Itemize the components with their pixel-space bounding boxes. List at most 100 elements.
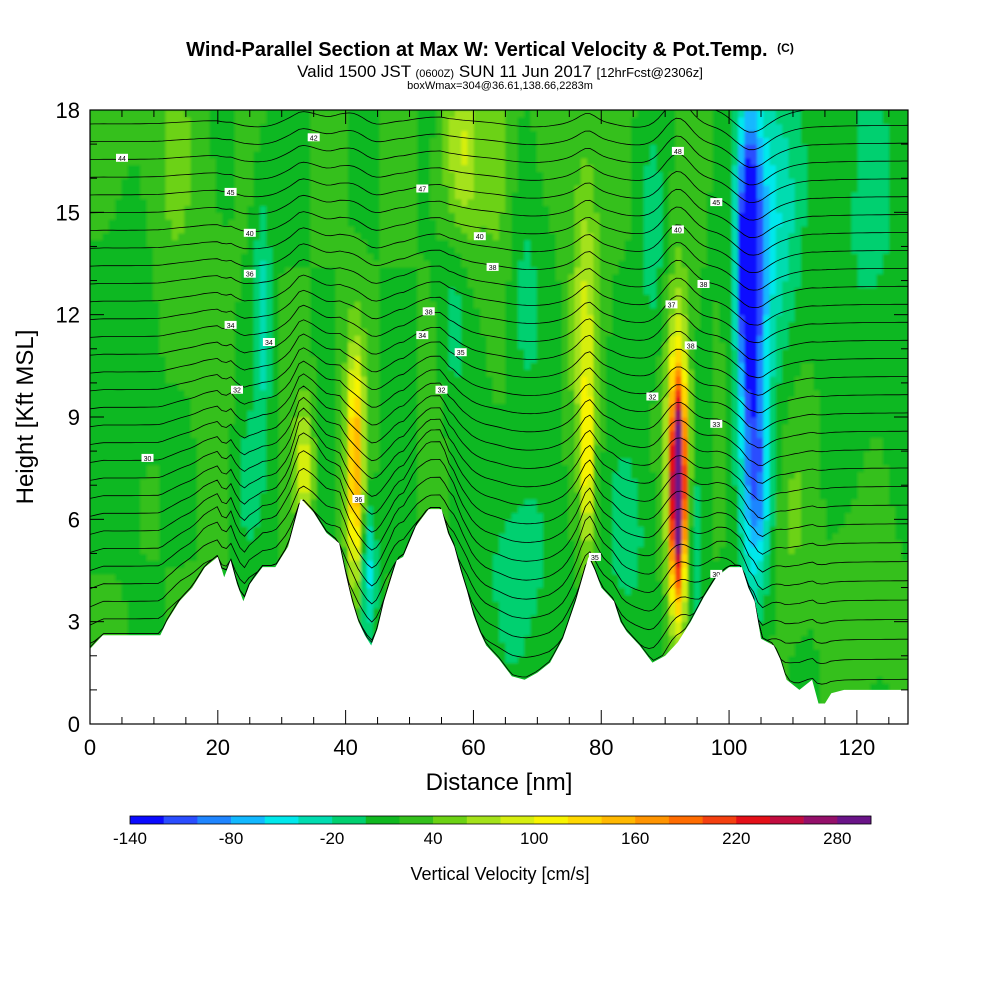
- velocity-cell: [631, 498, 639, 507]
- velocity-cell: [763, 464, 771, 473]
- velocity-cell: [530, 635, 538, 643]
- velocity-cell: [159, 601, 167, 609]
- velocity-cell: [511, 587, 519, 595]
- velocity-cell: [347, 512, 355, 520]
- velocity-cell: [134, 498, 141, 507]
- velocity-cell: [102, 601, 110, 609]
- velocity-cell: [241, 587, 248, 595]
- velocity-cell: [656, 478, 664, 486]
- velocity-cell: [505, 512, 513, 520]
- velocity-cell: [838, 648, 846, 657]
- velocity-cell: [826, 478, 834, 486]
- velocity-cell: [517, 553, 525, 561]
- velocity-cell: [574, 471, 582, 479]
- velocity-cell: [744, 532, 752, 541]
- velocity-cell: [832, 471, 840, 479]
- velocity-cell: [291, 492, 299, 500]
- velocity-cell: [612, 471, 620, 479]
- velocity-cell: [555, 492, 563, 500]
- velocity-cell: [851, 669, 859, 677]
- velocity-cell: [480, 601, 488, 609]
- velocity-cell: [574, 526, 582, 534]
- velocity-cell: [165, 526, 173, 534]
- velocity-cell: [851, 560, 859, 568]
- velocity-cell: [845, 560, 852, 568]
- velocity-cell: [744, 485, 752, 493]
- chart-subtitle-2: boxWmax=304@36.61,138.66,2283m: [407, 80, 593, 92]
- velocity-cell: [807, 601, 815, 609]
- velocity-cell: [706, 526, 714, 534]
- velocity-cell: [549, 532, 557, 541]
- velocity-cell: [826, 532, 834, 541]
- velocity-cell: [354, 471, 362, 479]
- velocity-cell: [486, 478, 494, 486]
- velocity-cell: [171, 553, 179, 561]
- velocity-cell: [863, 587, 871, 595]
- velocity-cell: [171, 546, 179, 555]
- velocity-cell: [366, 553, 374, 561]
- velocity-cell: [794, 573, 802, 582]
- velocity-cell: [492, 471, 500, 479]
- velocity-cell: [505, 648, 513, 657]
- velocity-cell: [530, 485, 538, 493]
- velocity-cell: [555, 553, 563, 561]
- velocity-cell: [561, 519, 569, 527]
- velocity-cell: [247, 478, 255, 486]
- velocity-cell: [536, 580, 544, 589]
- velocity-cell: [467, 492, 475, 500]
- velocity-cell: [725, 553, 733, 561]
- velocity-cell: [612, 492, 620, 500]
- velocity-cell: [819, 683, 827, 691]
- velocity-cell: [146, 498, 154, 507]
- velocity-cell: [889, 532, 897, 541]
- velocity-cell: [373, 614, 381, 623]
- velocity-cell: [90, 601, 97, 609]
- velocity-cell: [536, 553, 544, 561]
- velocity-cell: [631, 621, 639, 630]
- velocity-cell: [574, 580, 582, 589]
- velocity-cell: [285, 485, 292, 493]
- velocity-cell: [656, 471, 664, 479]
- velocity-cell: [96, 601, 104, 609]
- velocity-cell: [398, 546, 406, 555]
- velocity-cell: [366, 457, 374, 466]
- velocity-cell: [373, 601, 381, 609]
- velocity-cell: [694, 505, 701, 514]
- velocity-cell: [505, 573, 513, 582]
- velocity-cell: [819, 546, 827, 555]
- velocity-cell: [889, 676, 897, 684]
- velocity-cell: [876, 478, 884, 486]
- velocity-cell: [744, 505, 752, 514]
- velocity-cell: [329, 512, 336, 520]
- velocity-cell: [215, 498, 223, 507]
- velocity-cell: [750, 471, 758, 479]
- velocity-cell: [366, 567, 374, 575]
- velocity-cell: [675, 580, 683, 589]
- velocity-cell: [889, 519, 897, 527]
- velocity-cell: [593, 567, 601, 575]
- velocity-cell: [857, 532, 865, 541]
- velocity-cell: [543, 587, 550, 595]
- chart-title: Wind-Parallel Section at Max W: Vertical…: [186, 39, 794, 61]
- velocity-cell: [706, 478, 714, 486]
- velocity-cell: [266, 512, 274, 520]
- velocity-cell: [524, 505, 532, 514]
- velocity-cell: [335, 532, 343, 541]
- velocity-cell: [146, 553, 154, 561]
- velocity-cell: [870, 614, 878, 623]
- velocity-cell: [694, 478, 701, 486]
- velocity-cell: [813, 464, 821, 473]
- velocity-cell: [190, 526, 198, 534]
- velocity-cell: [398, 532, 406, 541]
- velocity-cell: [335, 485, 343, 493]
- velocity-cell: [605, 567, 613, 575]
- velocity-cell: [486, 560, 494, 568]
- velocity-cell: [681, 498, 689, 507]
- velocity-cell: [838, 546, 846, 555]
- velocity-cell: [801, 587, 808, 595]
- velocity-cell: [146, 519, 154, 527]
- velocity-cell: [96, 532, 104, 541]
- velocity-cell: [587, 492, 594, 500]
- velocity-cell: [190, 498, 198, 507]
- velocity-cell: [505, 532, 513, 541]
